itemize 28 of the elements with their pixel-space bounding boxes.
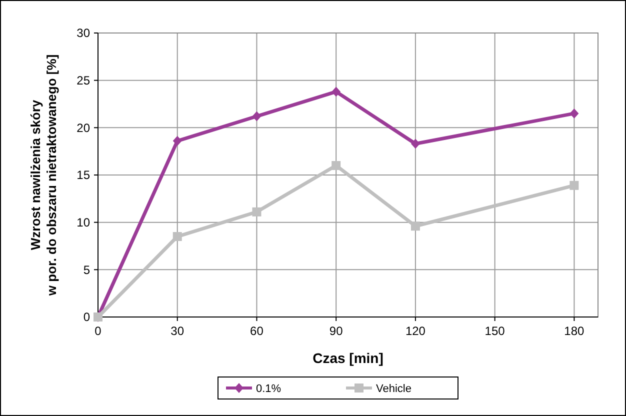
y-axis-title: Wzrost nawilżenia skóry w por. do obszaru nietraktowanego [%] xyxy=(28,54,59,297)
x-axis-title: Czas [min] xyxy=(312,350,384,366)
point xyxy=(570,108,579,118)
point xyxy=(172,232,182,242)
x-tick-label: 180 xyxy=(564,324,585,338)
y-tick-label: 5 xyxy=(83,262,90,277)
x-tick-label: 0 xyxy=(94,324,102,338)
y-tick-label: 10 xyxy=(76,216,90,230)
point xyxy=(410,222,420,231)
point xyxy=(332,161,341,170)
point xyxy=(252,207,262,216)
legend-label: Vehicle xyxy=(376,382,412,395)
y-tick-label: 30 xyxy=(76,26,90,40)
point xyxy=(172,136,182,146)
y-tick-label: 25 xyxy=(76,74,90,88)
legend-label: 0.1% xyxy=(256,382,282,395)
x-tick-label: 90 xyxy=(329,324,344,338)
x-tick-label: 120 xyxy=(405,324,426,338)
point xyxy=(410,138,420,149)
point xyxy=(332,86,341,97)
x-tick-label: 60 xyxy=(250,324,264,338)
y-tick-label: 15 xyxy=(76,168,90,182)
x-tick-label: 30 xyxy=(170,324,184,338)
point xyxy=(570,180,579,190)
y-tick-label: 0 xyxy=(83,310,90,324)
point xyxy=(252,111,262,122)
x-tick-label: 150 xyxy=(484,324,506,338)
y-tick-label: 20 xyxy=(76,120,90,135)
